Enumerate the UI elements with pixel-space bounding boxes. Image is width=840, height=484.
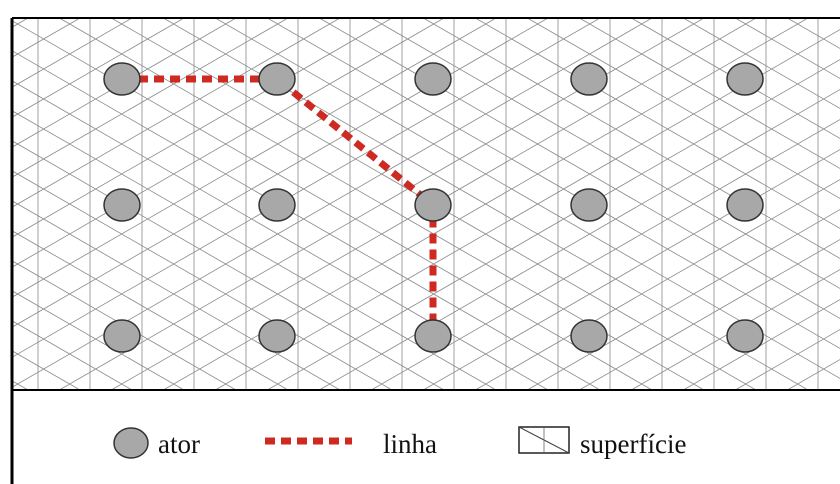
grid-line-diagonal [12,18,497,298]
legend-surface-symbol [518,426,570,454]
legend-actor-label: ator [158,429,200,459]
grid-line-diagonal [12,230,289,390]
grid-line-diagonal [579,239,840,390]
grid-line-diagonal [12,18,341,208]
grid-line-diagonal [683,18,840,109]
actor-node [103,188,141,222]
actor-node [258,62,296,96]
actor-node [570,319,608,353]
actor-node [570,188,608,222]
grid-line-diagonal [12,18,289,178]
actor-node [726,319,764,353]
grid-line-diagonal [527,18,840,199]
grid-line-diagonal [371,119,840,390]
grid-line-diagonal [527,209,840,390]
actor-node [103,319,141,353]
actor-node [570,62,608,96]
actor-node [103,62,141,96]
grid-line-diagonal [12,18,133,88]
legend-line-label: linha [383,429,437,459]
actor-node [414,188,452,222]
legend-actor-symbol [113,427,149,459]
actors-group [103,62,764,353]
grid-line-diagonal [579,18,840,169]
actor-node [726,62,764,96]
actor-node [414,319,452,353]
actor-node [726,188,764,222]
grid-line-diagonal [12,18,185,118]
grid-line-diagonal [12,290,185,390]
grid-line-diagonal [12,320,133,390]
actor-node [258,188,296,222]
actor-node [258,319,296,353]
legend-surface-label: superfície [580,429,686,459]
legend: ator linha superfície [113,426,686,459]
actor-node [414,62,452,96]
grid-line-diagonal [683,299,840,390]
link-line [122,75,437,336]
